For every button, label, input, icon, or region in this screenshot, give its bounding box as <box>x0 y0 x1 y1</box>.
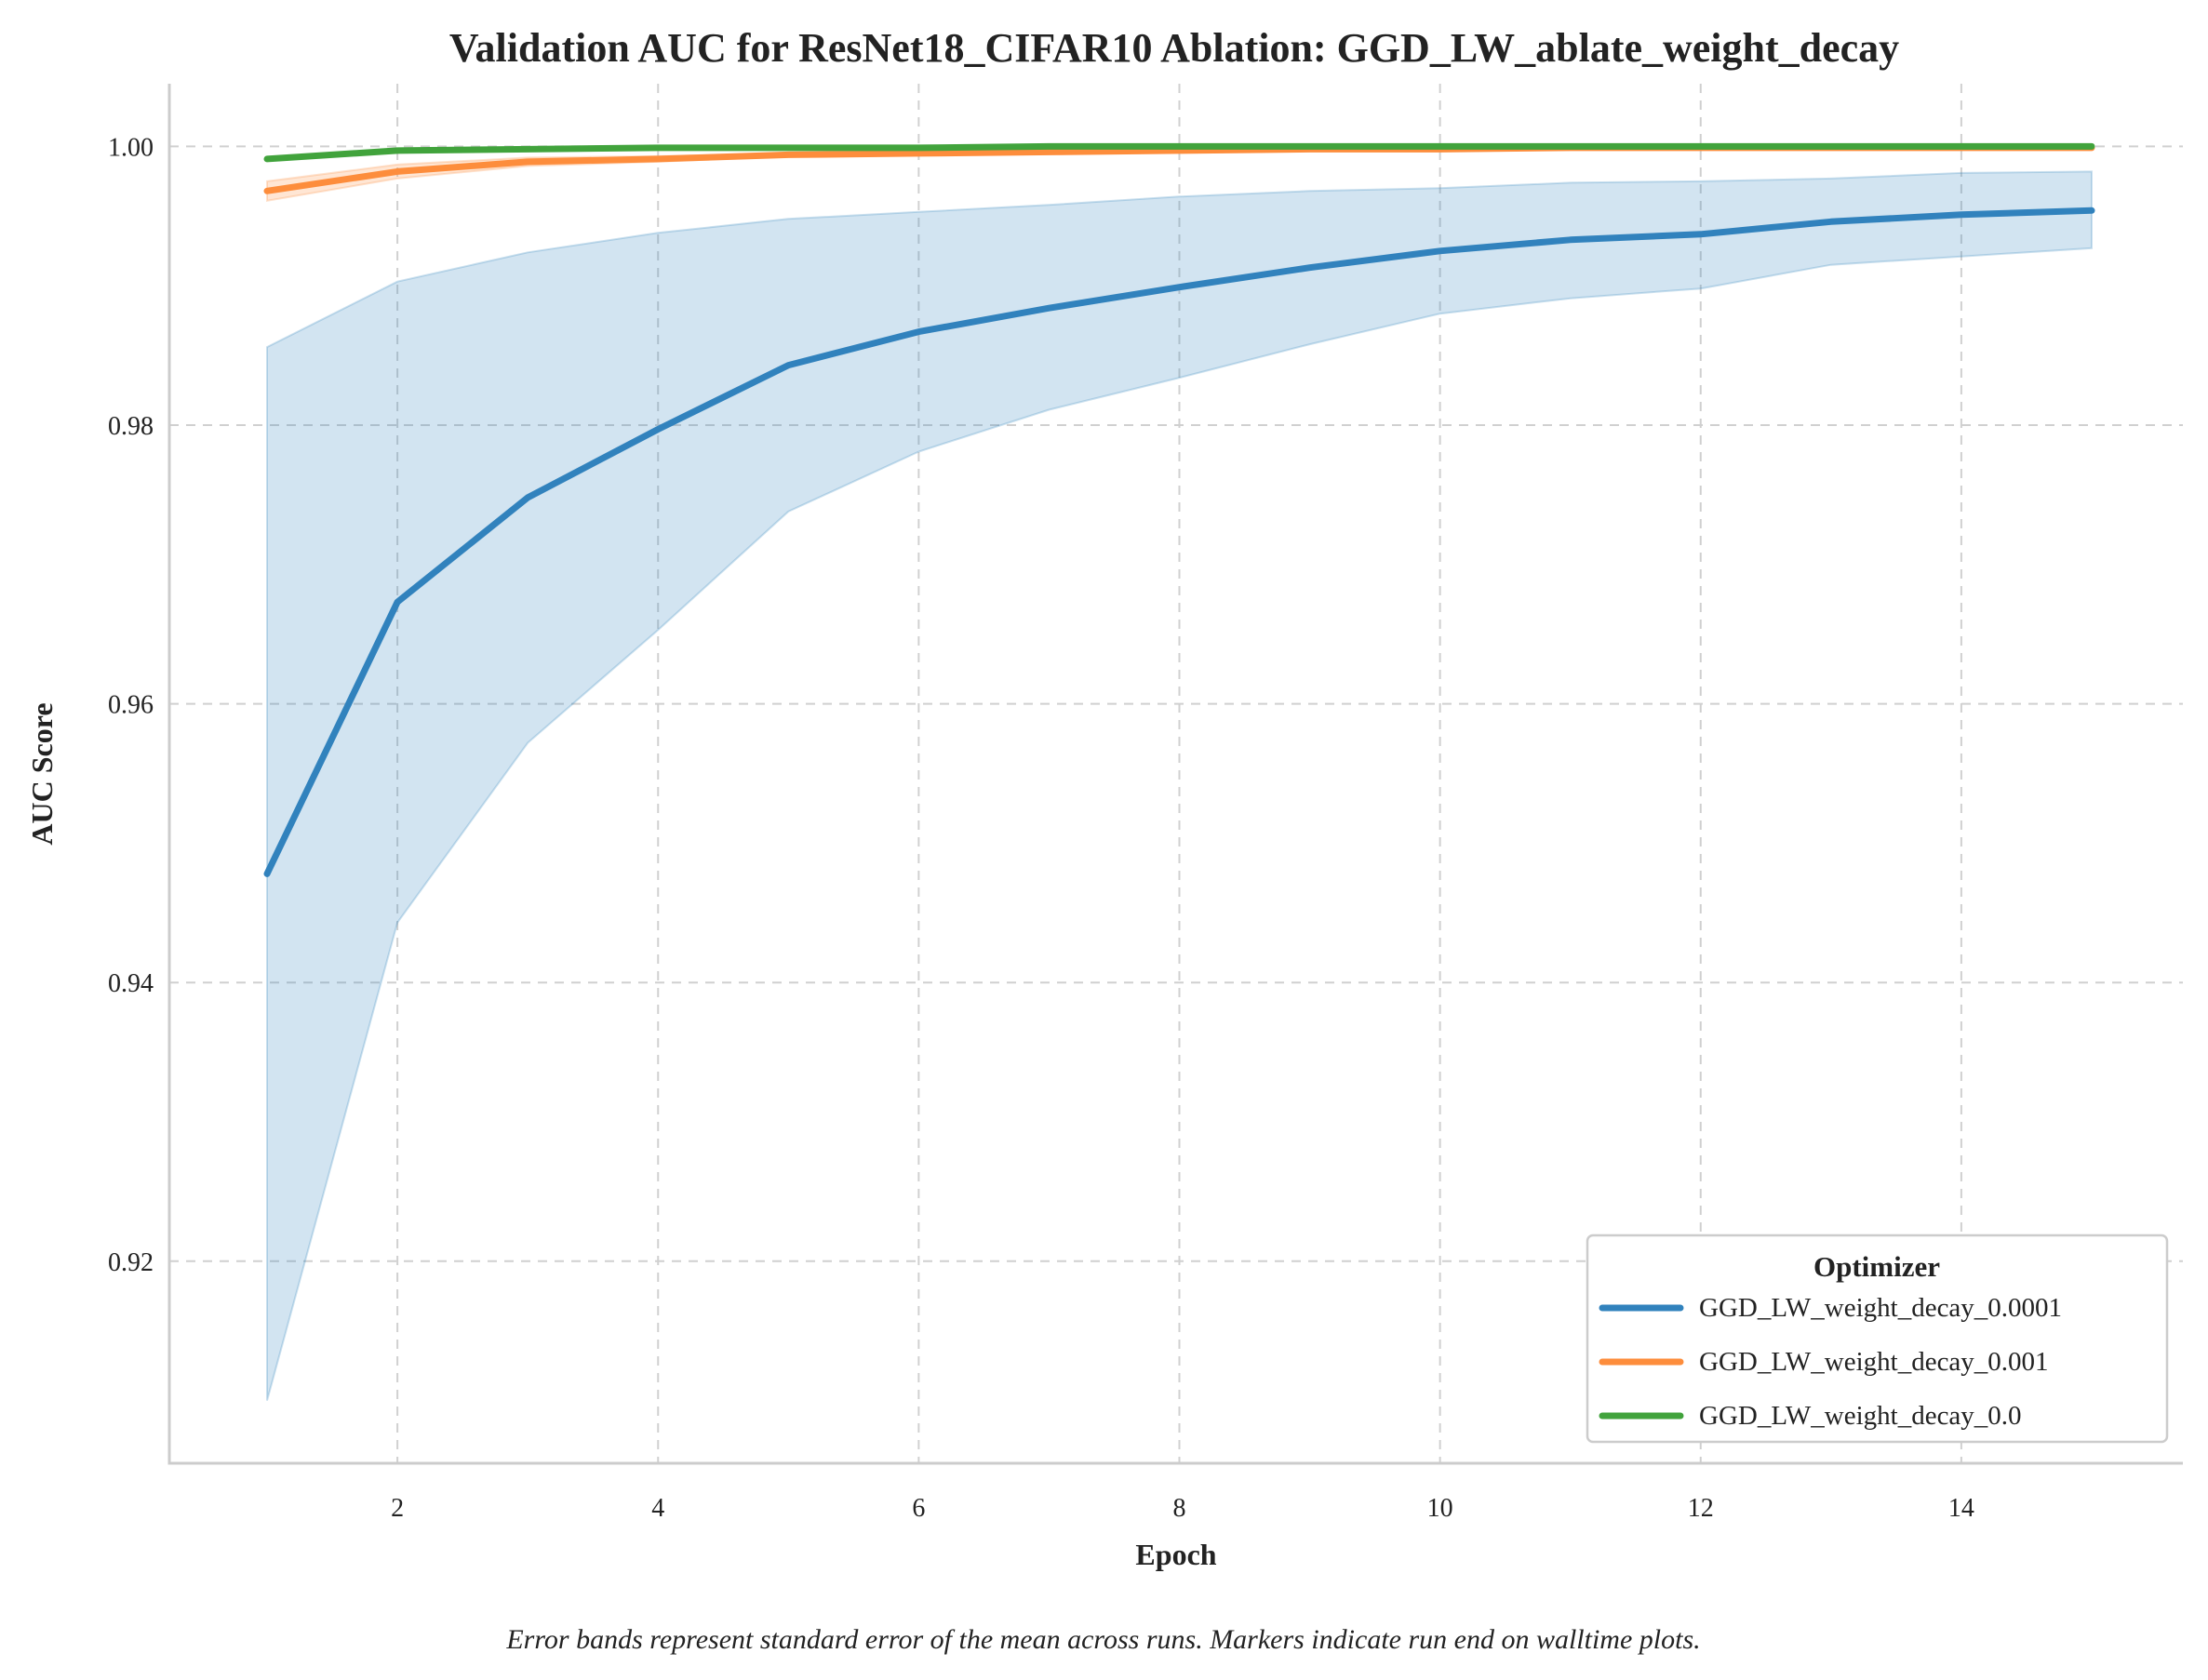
y-tick-labels: 0.92 0.94 0.96 0.98 1.00 <box>108 133 154 1276</box>
series-line-3 <box>263 142 2095 163</box>
legend-title: Optimizer <box>1813 1250 1940 1283</box>
error-band-1 <box>266 170 2093 1401</box>
y-tick-label: 1.00 <box>108 133 154 162</box>
y-tick-label: 0.94 <box>108 969 154 998</box>
x-tick-label: 10 <box>1427 1494 1453 1523</box>
x-tick-labels: 2 4 6 8 10 12 14 <box>391 1494 1974 1523</box>
x-tick-label: 4 <box>651 1494 664 1523</box>
axis-spines <box>167 84 2183 1465</box>
y-tick-label: 0.92 <box>108 1248 154 1277</box>
legend-box <box>1586 1233 2169 1444</box>
x-tick-label: 12 <box>1688 1494 1714 1523</box>
chart-caption: Error bands represent standard error of … <box>505 1624 1700 1655</box>
legend-label-1: GGD_LW_weight_decay_0.0001 <box>1699 1293 2062 1323</box>
legend-label-2: GGD_LW_weight_decay_0.001 <box>1699 1347 2049 1377</box>
x-tick-label: 14 <box>1948 1494 1974 1523</box>
x-tick-label: 2 <box>391 1494 404 1523</box>
series-lines <box>263 142 2095 877</box>
chart-title: Validation AUC for ResNet18_CIFAR10 Abla… <box>449 25 1899 71</box>
legend-label-3: GGD_LW_weight_decay_0.0 <box>1699 1401 2022 1431</box>
legend-items: GGD_LW_weight_decay_0.0001 GGD_LW_weight_… <box>1599 1293 2062 1431</box>
y-tick-label: 0.98 <box>108 412 154 441</box>
x-tick-label: 6 <box>912 1494 925 1523</box>
legend: Optimizer GGD_LW_weight_decay_0.0001GGD_… <box>1586 1233 2169 1444</box>
x-axis-label: Epoch <box>1135 1538 1216 1571</box>
y-tick-label: 0.96 <box>108 691 154 720</box>
series-line-1 <box>263 207 2095 877</box>
x-tick-label: 8 <box>1173 1494 1186 1523</box>
y-axis-label: AUC Score <box>25 702 59 845</box>
